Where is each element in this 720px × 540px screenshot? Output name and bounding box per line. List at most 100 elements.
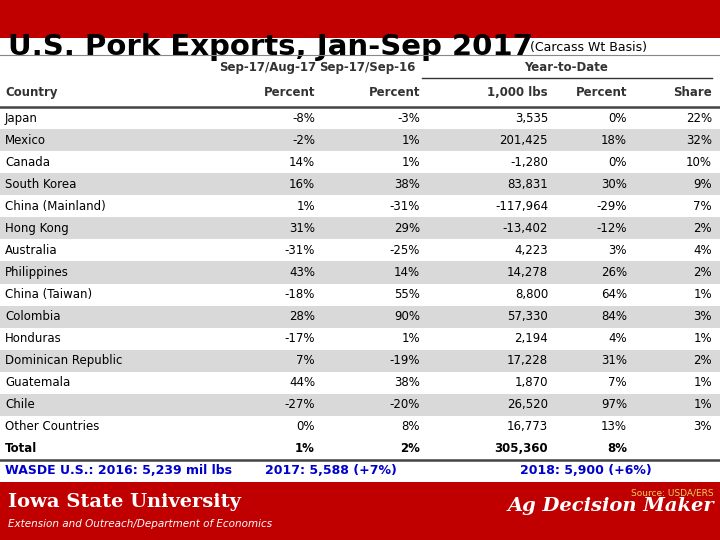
Text: 1,870: 1,870 bbox=[515, 376, 548, 389]
Text: 90%: 90% bbox=[394, 310, 420, 323]
Text: Source: USDA/ERS: Source: USDA/ERS bbox=[631, 488, 714, 497]
Text: South Korea: South Korea bbox=[5, 178, 76, 191]
Text: 9%: 9% bbox=[693, 178, 712, 191]
Text: 14%: 14% bbox=[394, 266, 420, 279]
Text: 57,330: 57,330 bbox=[508, 310, 548, 323]
Bar bbox=[0, 217, 720, 239]
Text: -25%: -25% bbox=[390, 244, 420, 257]
Text: 3%: 3% bbox=[693, 421, 712, 434]
Bar bbox=[0, 306, 720, 328]
Text: U.S. Pork Exports, Jan-Sep 2017: U.S. Pork Exports, Jan-Sep 2017 bbox=[8, 33, 533, 61]
Text: -20%: -20% bbox=[390, 399, 420, 411]
Text: 22%: 22% bbox=[686, 112, 712, 125]
Text: 7%: 7% bbox=[297, 354, 315, 367]
Text: Sep-17/Aug-17: Sep-17/Aug-17 bbox=[219, 61, 316, 74]
Bar bbox=[0, 438, 720, 460]
Text: Country: Country bbox=[5, 86, 58, 99]
Text: Philippines: Philippines bbox=[5, 266, 69, 279]
Text: 29%: 29% bbox=[394, 222, 420, 235]
Text: 4%: 4% bbox=[608, 332, 627, 345]
Text: 3,535: 3,535 bbox=[515, 112, 548, 125]
Text: Honduras: Honduras bbox=[5, 332, 62, 345]
Text: -19%: -19% bbox=[390, 354, 420, 367]
Text: 1,000 lbs: 1,000 lbs bbox=[487, 86, 548, 99]
Text: 2017: 5,588 (+7%): 2017: 5,588 (+7%) bbox=[265, 464, 397, 477]
Text: 38%: 38% bbox=[394, 376, 420, 389]
Text: Total: Total bbox=[5, 442, 37, 455]
Bar bbox=[0, 416, 720, 438]
Text: 32%: 32% bbox=[686, 133, 712, 146]
Text: 1%: 1% bbox=[693, 399, 712, 411]
Text: -3%: -3% bbox=[397, 112, 420, 125]
Text: 26%: 26% bbox=[601, 266, 627, 279]
Bar bbox=[0, 328, 720, 350]
Text: Guatemala: Guatemala bbox=[5, 376, 71, 389]
Bar bbox=[0, 482, 720, 540]
Text: China (Taiwan): China (Taiwan) bbox=[5, 288, 92, 301]
Text: (Carcass Wt Basis): (Carcass Wt Basis) bbox=[530, 40, 647, 53]
Text: Year-to-Date: Year-to-Date bbox=[524, 61, 608, 74]
Text: 305,360: 305,360 bbox=[495, 442, 548, 455]
Text: 13%: 13% bbox=[601, 421, 627, 434]
Text: 31%: 31% bbox=[601, 354, 627, 367]
Text: 7%: 7% bbox=[608, 376, 627, 389]
Text: 2,194: 2,194 bbox=[514, 332, 548, 345]
Text: 17,228: 17,228 bbox=[507, 354, 548, 367]
Text: Extension and Outreach/Department of Economics: Extension and Outreach/Department of Eco… bbox=[8, 519, 272, 529]
Text: 18%: 18% bbox=[601, 133, 627, 146]
Text: Other Countries: Other Countries bbox=[5, 421, 99, 434]
Text: 43%: 43% bbox=[289, 266, 315, 279]
Bar bbox=[0, 350, 720, 372]
Text: Canada: Canada bbox=[5, 156, 50, 168]
Text: -29%: -29% bbox=[596, 200, 627, 213]
Text: 30%: 30% bbox=[601, 178, 627, 191]
Text: 3%: 3% bbox=[693, 310, 712, 323]
Text: 2%: 2% bbox=[693, 266, 712, 279]
Text: 55%: 55% bbox=[394, 288, 420, 301]
Text: 1%: 1% bbox=[295, 442, 315, 455]
Text: 1%: 1% bbox=[693, 332, 712, 345]
Text: Colombia: Colombia bbox=[5, 310, 60, 323]
Bar bbox=[0, 239, 720, 261]
Bar bbox=[0, 372, 720, 394]
Text: 2%: 2% bbox=[400, 442, 420, 455]
Bar bbox=[0, 151, 720, 173]
Text: 83,831: 83,831 bbox=[508, 178, 548, 191]
Text: 97%: 97% bbox=[601, 399, 627, 411]
Text: 2%: 2% bbox=[693, 222, 712, 235]
Text: 64%: 64% bbox=[601, 288, 627, 301]
Text: 28%: 28% bbox=[289, 310, 315, 323]
Text: Australia: Australia bbox=[5, 244, 58, 257]
Text: 16%: 16% bbox=[289, 178, 315, 191]
Text: Ag Decision Maker: Ag Decision Maker bbox=[508, 497, 714, 515]
Text: 1%: 1% bbox=[401, 156, 420, 168]
Text: -31%: -31% bbox=[390, 200, 420, 213]
Text: -2%: -2% bbox=[292, 133, 315, 146]
Text: Japan: Japan bbox=[5, 112, 38, 125]
Text: -31%: -31% bbox=[284, 244, 315, 257]
Text: Iowa State University: Iowa State University bbox=[8, 494, 241, 511]
Bar bbox=[0, 173, 720, 195]
Text: 201,425: 201,425 bbox=[500, 133, 548, 146]
Text: 1%: 1% bbox=[401, 332, 420, 345]
Text: 0%: 0% bbox=[297, 421, 315, 434]
Text: 10%: 10% bbox=[686, 156, 712, 168]
Bar bbox=[0, 284, 720, 306]
Text: 14,278: 14,278 bbox=[507, 266, 548, 279]
Text: Percent: Percent bbox=[575, 86, 627, 99]
Bar bbox=[0, 460, 720, 482]
Text: -12%: -12% bbox=[596, 222, 627, 235]
Text: 1%: 1% bbox=[401, 133, 420, 146]
Bar bbox=[0, 195, 720, 217]
Text: 0%: 0% bbox=[608, 156, 627, 168]
Text: 84%: 84% bbox=[601, 310, 627, 323]
Text: -1,280: -1,280 bbox=[510, 156, 548, 168]
Text: 31%: 31% bbox=[289, 222, 315, 235]
Text: 44%: 44% bbox=[289, 376, 315, 389]
Text: Chile: Chile bbox=[5, 399, 35, 411]
Text: 26,520: 26,520 bbox=[507, 399, 548, 411]
Text: 1%: 1% bbox=[693, 288, 712, 301]
Text: 7%: 7% bbox=[693, 200, 712, 213]
Text: -18%: -18% bbox=[284, 288, 315, 301]
Bar bbox=[0, 38, 720, 55]
